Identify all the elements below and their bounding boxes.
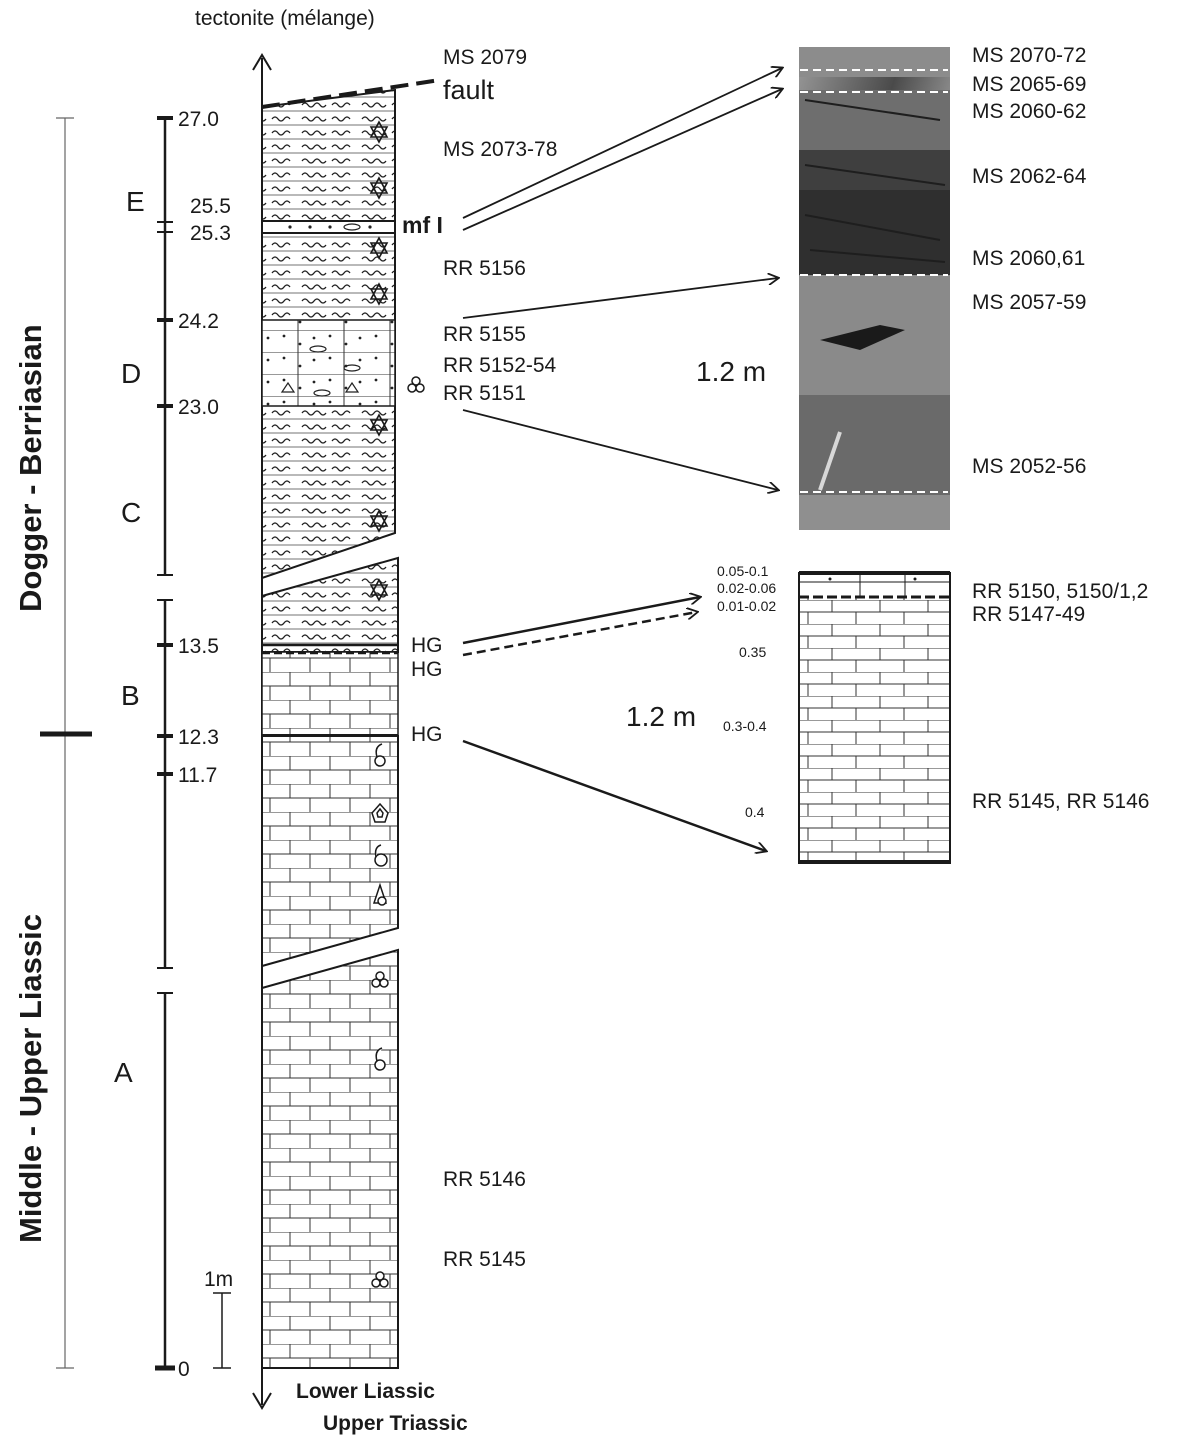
photo-label-ms2070: MS 2070-72	[972, 44, 1086, 67]
sample-rr5151: RR 5151	[443, 382, 526, 405]
depth-tick-labels: 27.0 25.5 25.3 24.2 23.0 13.5 12.3 11.7 …	[178, 108, 231, 1381]
axis-up-arrow	[252, 53, 272, 71]
axis-down-arrow	[252, 1392, 272, 1410]
tick-12-3: 12.3	[178, 726, 219, 749]
base-label-lower-liassic: Lower Liassic	[296, 1380, 435, 1403]
thickness-5: 0.4	[745, 804, 765, 820]
age-upper-label: Dogger - Berriasian	[13, 324, 48, 612]
sample-rr5155: RR 5155	[443, 323, 526, 346]
outcrop-photo	[799, 47, 950, 530]
sample-rr5156: RR 5156	[443, 257, 526, 280]
detail-scale-label: 1.2 m	[626, 701, 696, 732]
tick-23-0: 23.0	[178, 396, 219, 419]
tick-24-2: 24.2	[178, 310, 219, 333]
tick-0: 0	[178, 1358, 190, 1381]
tick-13-5: 13.5	[178, 635, 219, 658]
tick-11-7: 11.7	[178, 764, 217, 787]
photo-label-ms2060-61: MS 2060,61	[972, 247, 1085, 270]
sample-ms2079: MS 2079	[443, 46, 527, 69]
fault-line	[261, 78, 441, 109]
unit-c-label: C	[121, 497, 141, 528]
thickness-4: 0.3-0.4	[723, 718, 767, 734]
unit-d-calcarenite	[261, 319, 396, 407]
thickness-1: 0.02-0.06	[717, 580, 776, 596]
unit-b-label: B	[121, 680, 140, 711]
thickness-3: 0.35	[739, 644, 766, 660]
fault-label: fault	[443, 75, 495, 105]
photo-scale-label: 1.2 m	[696, 356, 766, 387]
top-label: tectonite (mélange)	[195, 7, 375, 30]
unit-b-lower-limestone	[261, 735, 399, 968]
unit-b-limestone	[261, 651, 399, 737]
thickness-2: 0.01-0.02	[717, 598, 776, 614]
thickness-0: 0.05-0.1	[717, 563, 769, 579]
unit-a-label: A	[114, 1057, 133, 1088]
photo-label-ms2060-62: MS 2060-62	[972, 100, 1086, 123]
unit-e-label: E	[126, 186, 145, 217]
sample-hg-3: HG	[411, 723, 443, 746]
sample-rr5146: RR 5146	[443, 1168, 526, 1191]
photo-label-ms2052: MS 2052-56	[972, 455, 1086, 478]
sample-rr5145: RR 5145	[443, 1248, 526, 1271]
scale-bar-label: 1m	[204, 1268, 233, 1291]
photo-label-ms2057: MS 2057-59	[972, 291, 1086, 314]
radiolarian-icons	[369, 120, 389, 602]
base-label-upper-triassic: Upper Triassic	[323, 1412, 468, 1435]
tick-25-5: 25.5	[190, 195, 231, 218]
age-lower-label: Middle - Upper Liassic	[13, 914, 48, 1243]
unit-d-label: D	[121, 358, 141, 389]
depth-scale	[155, 116, 175, 1371]
photo-connector-arrows	[462, 68, 782, 490]
photo-label-ms2062: MS 2062-64	[972, 165, 1087, 188]
photo-label-ms2065: MS 2065-69	[972, 73, 1086, 96]
sample-hg-2: HG	[411, 658, 443, 681]
unit-a-limestone	[261, 948, 399, 1369]
detail-label-rr5147: RR 5147-49	[972, 603, 1085, 626]
detail-connector-arrows	[462, 597, 766, 851]
detail-log	[798, 571, 951, 864]
sample-ms2073: MS 2073-78	[443, 138, 557, 161]
fossil-icons	[371, 376, 425, 1288]
tick-25-3: 25.3	[190, 222, 231, 245]
detail-label-rr5150: RR 5150, 5150/1,2	[972, 580, 1148, 603]
marker-mf-label: mf I	[402, 212, 443, 238]
detail-label-rr5145: RR 5145, RR 5146	[972, 790, 1149, 813]
sample-rr5152: RR 5152-54	[443, 354, 557, 377]
tick-27-0: 27.0	[178, 108, 219, 131]
sample-hg-1: HG	[411, 634, 443, 657]
